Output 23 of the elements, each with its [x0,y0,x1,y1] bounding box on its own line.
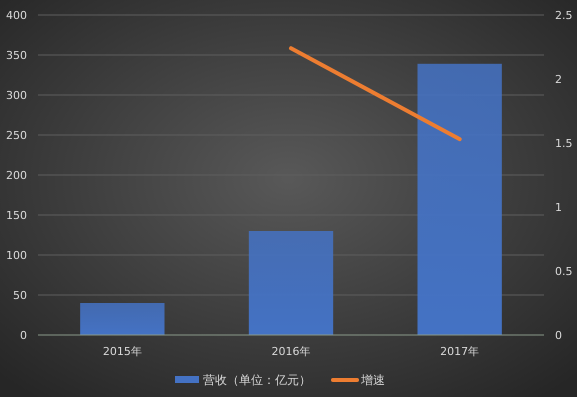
y2-tick-label: 0.5 [555,265,572,278]
bar [248,231,334,335]
y2-tick-label: 0 [555,329,562,342]
y-tick-label: 100 [6,249,27,262]
y-tick-label: 50 [13,289,27,302]
y-tick-label: 350 [6,49,27,62]
y-tick-label: 400 [6,9,27,22]
legend-label: 营收（单位：亿元） [203,373,311,387]
y2-tick-label: 2.5 [555,9,572,22]
y-tick-label: 0 [20,329,27,342]
y-tick-label: 150 [6,209,27,222]
y-tick-label: 300 [6,89,27,102]
y2-tick-label: 1 [555,201,562,214]
bar [80,303,164,335]
x-tick-label: 2015年 [102,345,142,358]
legend-label: 增速 [360,373,385,387]
x-tick-label: 2016年 [272,345,310,358]
x-tick-label: 2017年 [440,345,480,358]
y2-tick-label: 1.5 [555,137,572,150]
y-tick-label: 250 [6,129,27,142]
bar [418,64,502,335]
y2-tick-label: 2 [555,73,562,86]
y-tick-label: 200 [6,169,27,182]
